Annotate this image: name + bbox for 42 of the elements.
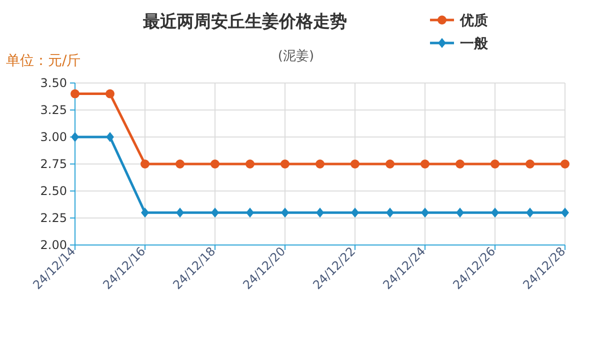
chart-subtitle: (泥姜) [278,48,314,64]
legend-label: 优质 [459,12,488,29]
point [246,208,254,218]
point [316,160,324,168]
y-tick-label: 2.50 [40,184,67,198]
point [386,208,394,218]
point [176,208,184,218]
y-tick-label: 3.50 [40,76,67,90]
y-tick-label: 2.75 [40,157,67,171]
point [351,208,359,218]
y-tick-label: 2.00 [40,238,67,252]
point [316,208,324,218]
point [106,89,114,98]
point [560,160,570,168]
point [211,208,219,218]
point [561,208,569,218]
chart-title: 最近两周安丘生姜价格走势 [142,11,347,32]
y-tick-label: 3.00 [40,130,67,144]
point [280,160,290,168]
point [71,132,79,142]
point [456,160,464,168]
point [106,132,114,142]
legend-label: 一般 [460,36,489,52]
point [210,160,220,168]
point [176,160,184,168]
point [70,89,80,98]
point [386,160,394,168]
point [526,208,534,218]
point [526,160,534,168]
point [456,208,464,218]
point [246,160,254,168]
y-tick-label: 2.25 [40,211,67,225]
point [490,160,500,168]
y-tick-label: 3.25 [40,103,67,117]
point [420,160,430,168]
point [281,208,289,218]
y-axis-title: 单位：元/斤 [6,53,81,69]
point [421,208,429,218]
point [491,208,499,218]
point [140,160,150,168]
point [350,160,360,168]
point [141,208,149,218]
